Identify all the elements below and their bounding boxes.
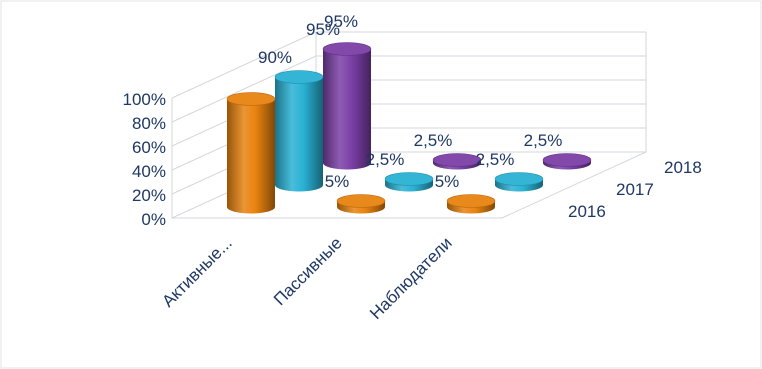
bar-2016-1: [336, 194, 386, 214]
cylinder-body: [227, 99, 275, 214]
data-label: 95%: [324, 12, 358, 31]
bar-2016-0: [226, 92, 276, 214]
series-label: 2017: [616, 180, 654, 199]
bar-2018-2: [542, 153, 592, 170]
bar-2018-1: [432, 153, 482, 170]
category-label: Наблюдатели: [366, 233, 456, 323]
data-label: 95%: [306, 20, 340, 39]
floor-edge: [172, 151, 647, 219]
cylinder-top: [432, 153, 482, 167]
data-label: 2,5%: [414, 131, 453, 150]
cylinder-top: [542, 153, 592, 167]
bar-2017-0: [274, 70, 324, 192]
y-tick-label: 80%: [132, 114, 166, 133]
gridlines: [171, 31, 647, 219]
category-label: Активные...: [158, 233, 235, 310]
cylinder-top: [226, 92, 276, 106]
data-label: 2,5%: [366, 150, 405, 169]
cylinder-top: [494, 172, 544, 186]
data-label: 2,5%: [524, 131, 563, 150]
cylinder-body: [275, 77, 323, 192]
y-tick-label: 100%: [123, 90, 166, 109]
cylinder-top: [446, 194, 496, 208]
y-tick-label: 20%: [132, 186, 166, 205]
data-label: 90%: [258, 48, 292, 67]
bar-2016-2: [446, 194, 496, 214]
cylinder-top: [322, 42, 372, 56]
series-label: 2018: [664, 158, 702, 177]
bar-2017-2: [494, 172, 544, 192]
series-label: 2016: [568, 202, 606, 221]
data-label: 5%: [325, 172, 350, 191]
cylinder-top: [274, 70, 324, 84]
data-label: 5%: [435, 172, 460, 191]
category-label: Пассивные: [270, 233, 346, 309]
data-label: 2,5%: [476, 150, 515, 169]
cylinder-top: [384, 172, 434, 186]
cylinder-body: [323, 49, 371, 170]
cylinder-top: [336, 194, 386, 208]
y-tick-label: 40%: [132, 162, 166, 181]
y-tick-label: 0%: [141, 210, 166, 229]
bar-2017-1: [384, 172, 434, 192]
y-tick-label: 60%: [132, 138, 166, 157]
bar-2018-0: [322, 42, 372, 170]
gridline: [171, 31, 646, 99]
